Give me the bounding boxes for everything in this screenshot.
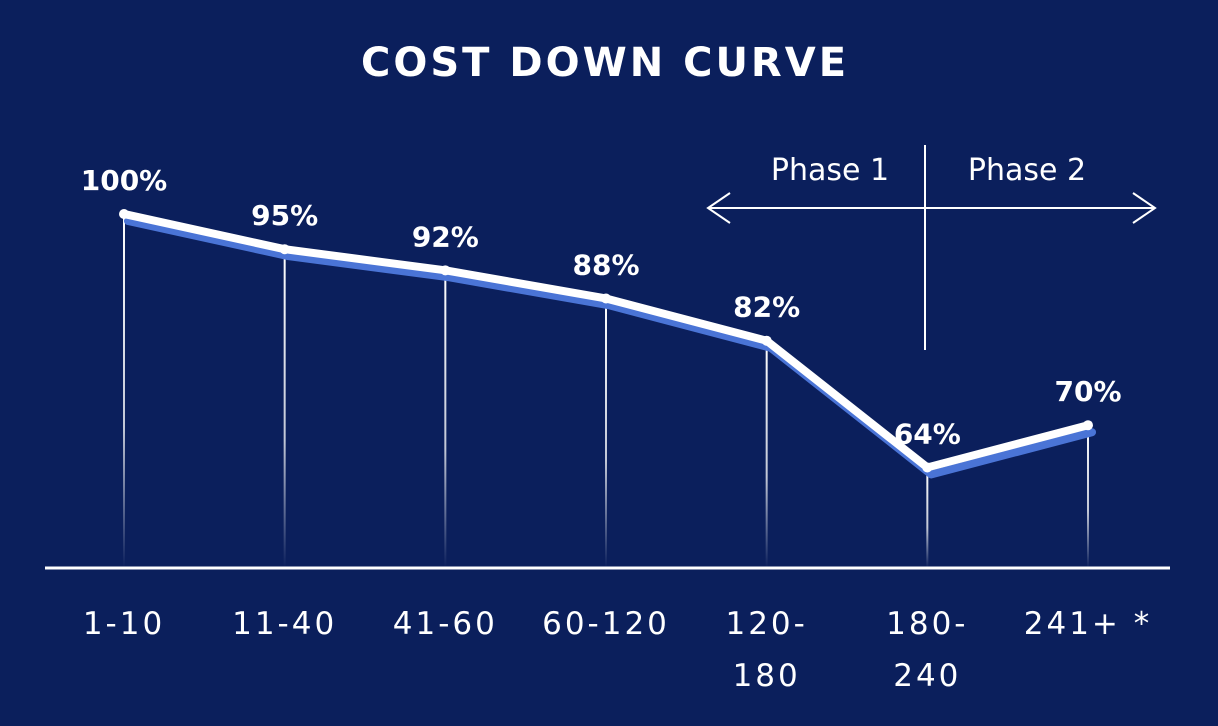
phase-1-label: Phase 1 [771,153,889,188]
category-label: 11-40 [232,606,337,642]
data-point [761,335,772,346]
category-label-line: 1-10 [83,606,165,642]
category-labels: 1-10 11-40 41-60 60-120 120- 180 180- 240 241+ * [83,606,1153,694]
category-label-line: 60-120 [542,606,670,642]
value-label: 82% [733,291,800,324]
value-label: 64% [894,417,961,450]
category-label-line: 240 [893,658,961,694]
drop-line [1087,425,1089,568]
category-label: 180- 240 [886,606,968,694]
category-label: 60-120 [542,606,670,642]
data-point [119,209,129,219]
data-point [922,462,933,473]
category-label: 241+ * [1024,606,1153,642]
drop-line [926,467,929,568]
data-point [601,293,611,304]
data-point [279,244,290,255]
drop-line [605,298,607,568]
drop-line [283,249,286,568]
drop-lines [123,214,1089,568]
phase-arrow-right-head [1132,192,1157,224]
chart-title: COST DOWN CURVE [361,40,849,86]
series-line-shadow [124,217,1096,479]
drop-line [765,340,768,568]
data-points [119,209,1093,473]
value-label: 88% [572,248,639,281]
category-label-line: 180 [733,658,801,694]
phase-indicator: Phase 1 Phase 2 [706,145,1157,350]
value-label: 92% [412,220,479,253]
drop-line [123,214,125,568]
value-label: 70% [1054,375,1121,408]
category-label: 1-10 [83,606,165,642]
drop-line [444,270,447,568]
value-labels: 100% 95% 92% 88% 82% 64% 70% [81,164,1122,450]
category-label: 41-60 [393,606,498,642]
data-point [440,265,451,276]
value-label: 100% [81,164,168,197]
phase-2-label: Phase 2 [968,153,1086,188]
category-label-line: 11-40 [232,606,337,642]
data-point [1083,420,1093,431]
value-label: 95% [251,199,318,232]
category-label-line: 241+ * [1024,606,1153,642]
category-label-line: 120- [725,606,807,642]
category-label: 120- 180 [725,606,807,694]
category-label-line: 41-60 [393,606,498,642]
phase-arrow-left-head [706,192,731,224]
category-label-line: 180- [886,606,968,642]
